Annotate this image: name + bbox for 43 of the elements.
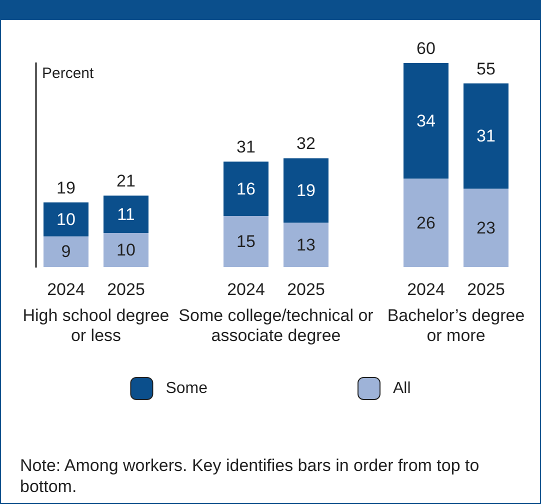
bar — [104, 233, 148, 267]
x-tick-label: 2025 — [107, 280, 145, 299]
data-label: 19 — [296, 181, 316, 200]
x-tick-label: 2024 — [47, 280, 85, 299]
data-label: 11 — [117, 204, 135, 224]
text: Some college/technical or associate degree — [178, 306, 374, 346]
bar — [104, 196, 148, 233]
x-tick-label: 2025 — [287, 280, 325, 299]
data-label: 9 — [61, 242, 71, 262]
data-label: 23 — [476, 218, 496, 238]
data-label: 10 — [116, 240, 136, 260]
legend-label: All — [393, 380, 411, 397]
data-label: 13 — [296, 235, 316, 254]
data-label: 15 — [236, 232, 256, 251]
total-label: 31 — [236, 138, 256, 157]
x-tick-label: 2025 — [467, 280, 505, 299]
bar — [44, 236, 88, 267]
bar — [224, 216, 268, 267]
data-label: 34 — [416, 111, 436, 130]
text: Bachelor’s degree or more — [387, 306, 525, 345]
total-label: 55 — [476, 59, 496, 78]
total-label: 32 — [296, 134, 316, 154]
x-tick-label: 2024 — [407, 280, 445, 299]
x-tick-label: 2024 — [227, 280, 265, 299]
bar — [284, 222, 328, 267]
bar — [44, 202, 88, 236]
text: High school degree or less — [22, 306, 170, 345]
data-label: 26 — [416, 213, 436, 232]
data-label: 16 — [236, 179, 256, 198]
total-label: 21 — [116, 172, 136, 191]
bar — [284, 158, 328, 223]
data-label: 31 — [476, 126, 496, 146]
bar — [224, 162, 268, 216]
legend-label: Some — [166, 380, 208, 397]
bar — [404, 178, 448, 267]
total-label: 19 — [56, 178, 76, 198]
y-axis-title: Percent — [42, 65, 95, 82]
bar — [464, 83, 508, 189]
data-label: 10 — [56, 210, 76, 229]
total-label: 60 — [416, 39, 436, 58]
bar — [464, 188, 508, 267]
bar — [404, 63, 448, 179]
text: Note: Among workers. Key identifies bars in order from top to bottom. — [20, 455, 480, 497]
